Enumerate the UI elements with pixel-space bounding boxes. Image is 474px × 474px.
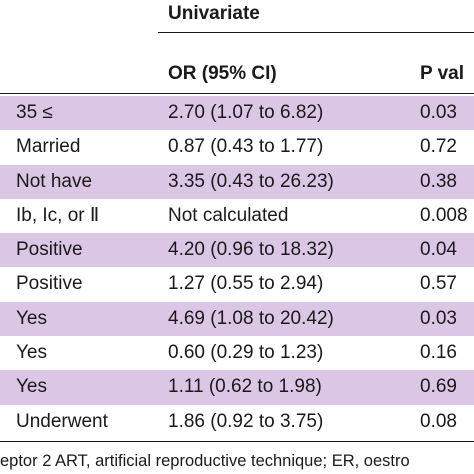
- row-p-value: 0.69: [420, 376, 457, 398]
- table-body: 35 ≤ 2.70 (1.07 to 6.82) 0.03 Married 0.…: [0, 96, 474, 439]
- table-row: Not have 3.35 (0.43 to 26.23) 0.38: [0, 164, 474, 199]
- row-category: Ib, Ic, or Ⅱ: [16, 204, 100, 226]
- row-or-ci: 1.86 (0.92 to 3.75): [168, 410, 324, 432]
- header-top-rule: [158, 32, 474, 33]
- table-row: Yes 1.11 (0.62 to 1.98) 0.69: [0, 370, 474, 405]
- row-p-value: 0.38: [420, 170, 457, 192]
- table-row: Positive 4.20 (0.96 to 18.32) 0.04: [0, 233, 474, 268]
- row-p-value: 0.008: [420, 204, 468, 226]
- univariate-group-header: Univariate: [168, 3, 260, 24]
- row-p-value: 0.57: [420, 273, 457, 295]
- table-row: Yes 0.60 (0.29 to 1.23) 0.16: [0, 336, 474, 370]
- row-or-ci: 1.27 (0.55 to 2.94): [168, 273, 324, 295]
- row-category: Positive: [16, 239, 83, 261]
- row-or-ci: 4.20 (0.96 to 18.32): [168, 239, 334, 261]
- row-category: Not have: [16, 170, 93, 192]
- row-or-ci: 3.35 (0.43 to 26.23): [168, 170, 334, 192]
- row-p-value: 0.08: [420, 410, 457, 432]
- table-row: Underwent 1.86 (0.92 to 3.75) 0.08: [0, 405, 474, 439]
- row-p-value: 0.16: [420, 342, 457, 364]
- p-value-column-header: P val: [420, 63, 465, 84]
- table-footnote: eptor 2 ART, artificial reproductive tec…: [0, 452, 410, 470]
- row-or-ci: 0.87 (0.43 to 1.77): [168, 136, 324, 158]
- row-p-value: 0.03: [420, 307, 457, 329]
- table-row: Yes 4.69 (1.08 to 20.42) 0.03: [0, 301, 474, 337]
- row-category: Yes: [16, 342, 47, 364]
- row-or-ci: Not calculated: [168, 204, 289, 226]
- row-category: 35 ≤: [16, 102, 53, 123]
- table-row: Positive 1.27 (0.55 to 2.94) 0.57: [0, 267, 474, 301]
- row-or-ci: 1.11 (0.62 to 1.98): [168, 376, 322, 398]
- or-ci-column-header: OR (95% CI): [168, 63, 277, 84]
- table-row: Married 0.87 (0.43 to 1.77) 0.72: [0, 130, 474, 164]
- row-p-value: 0.03: [420, 102, 457, 123]
- header-bottom-rule: [0, 93, 474, 94]
- row-or-ci: 4.69 (1.08 to 20.42): [168, 307, 334, 329]
- row-category: Positive: [16, 273, 83, 295]
- row-category: Yes: [16, 376, 47, 398]
- row-category: Yes: [16, 307, 47, 329]
- row-p-value: 0.04: [420, 239, 457, 261]
- row-or-ci: 0.60 (0.29 to 1.23): [168, 342, 324, 364]
- row-p-value: 0.72: [420, 136, 457, 158]
- table-row: 35 ≤ 2.70 (1.07 to 6.82) 0.03: [0, 96, 474, 131]
- row-category: Married: [16, 136, 81, 158]
- row-or-ci: 2.70 (1.07 to 6.82): [168, 102, 324, 123]
- table-row: Ib, Ic, or Ⅱ Not calculated 0.008: [0, 199, 474, 233]
- table-bottom-rule: [0, 441, 474, 442]
- row-category: Underwent: [16, 410, 108, 432]
